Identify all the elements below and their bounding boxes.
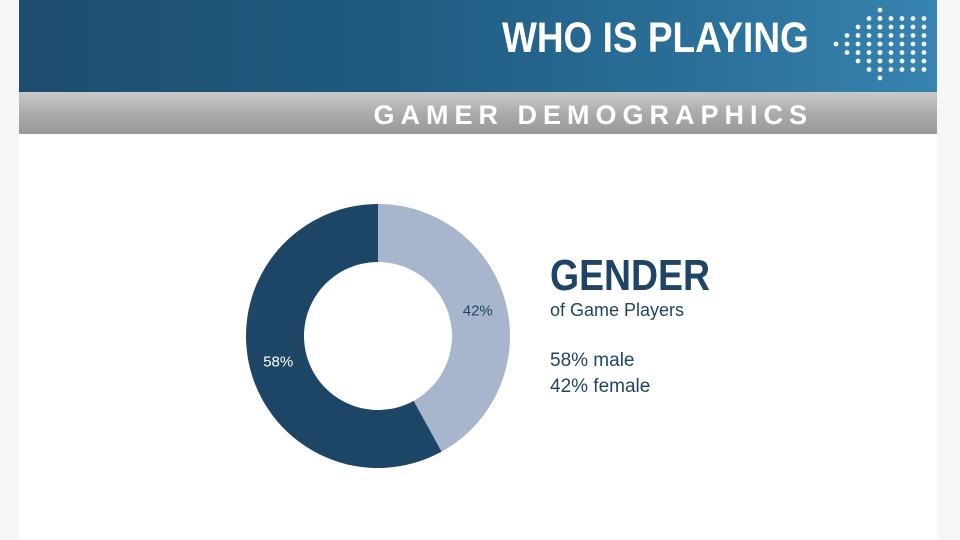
donut-hole (304, 262, 452, 410)
page-title: WHO IS PLAYING (502, 14, 809, 62)
slice-label-female: 42% (463, 302, 493, 319)
legend-subtitle: of Game Players (550, 300, 685, 320)
legend-title: GENDER (550, 251, 711, 300)
legend-entry-female: 42% female (550, 376, 651, 397)
section-subtitle: GAMER DEMOGRAPHICS (373, 100, 813, 130)
dotted-arrow-icon (833, 7, 927, 81)
gender-legend: GENDER of Game Players 58% male 42% fema… (550, 252, 738, 400)
header-banner: WHO IS PLAYING (19, 0, 937, 92)
donut-slice-male (246, 204, 442, 468)
legend-entries: 58% male 42% female (550, 348, 738, 400)
gender-donut-chart: 42% 58% (246, 204, 511, 468)
legend-entry-male: 58% male (550, 350, 635, 371)
subtitle-bar: GAMER DEMOGRAPHICS (19, 92, 937, 134)
slice-label-male: 58% (263, 354, 293, 371)
donut-slice-female (378, 204, 511, 452)
